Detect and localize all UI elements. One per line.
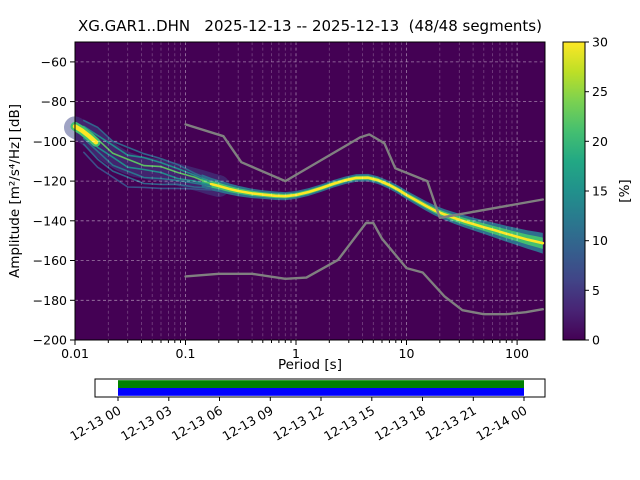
nhnm-curve [184,123,544,220]
psd-strand [83,125,212,183]
peterson-noise-model-curves [184,123,544,316]
colorbar-tick-label: 10 [592,233,608,248]
colorbar: 0 5 10 15 20 25 30 [%] [562,35,633,348]
x-tick-label: 100 [505,346,529,361]
psd-strand [83,143,212,189]
colorbar-tick-label: 0 [592,333,600,348]
timeline-coverage-bar [118,380,524,388]
y-axis-label: Amplitude [m²/s⁴/Hz] [dB] [7,104,23,278]
x-tick-label: 1 [292,346,300,361]
y-tick-label: −200 [33,333,67,348]
colorbar-tick-label: 15 [592,184,608,199]
timeline-span-bar [118,388,524,396]
colorbar-tick-label: 30 [592,35,608,50]
y-tick-label: −80 [41,94,67,109]
psd-strand [83,137,212,187]
nlnm-curve [184,221,544,316]
colorbar-label: [%] [617,179,633,202]
x-axis-ticks: 0.01 0.1 1 10 100 [61,340,529,361]
grid-lines [74,42,545,340]
main-plot: 0.01 0.1 1 10 100 −200 −180 −160 −140 −120 −100 −8… [7,41,546,373]
y-tick-label: −180 [33,293,67,308]
x-axis-label: Period [s] [278,357,342,373]
psd-mode-ridge [209,176,545,245]
colorbar-tick-label: 5 [592,283,600,298]
psd-left-edge-core [72,124,99,145]
plot-frame [74,41,546,341]
plot-title: XG.GAR1..DHN 2025-12-13 -- 2025-12-13 (4… [78,17,542,35]
colorbar-tick-label: 25 [592,84,608,99]
colorbar-gradient [563,42,585,340]
y-axis-ticks: −200 −180 −160 −140 −120 −100 −80 −60 [33,54,75,348]
y-tick-label: −160 [33,253,67,268]
colorbar-ticks: 0 5 10 15 20 25 30 [585,35,608,348]
y-tick-label: −120 [33,174,67,189]
x-tick-label: 0.01 [61,346,89,361]
y-tick-label: −140 [33,213,67,228]
psd-strand [83,151,212,191]
y-tick-label: −100 [33,134,67,149]
psd-strand [83,119,212,181]
y-tick-label: −60 [41,54,67,69]
timeline-frame [94,378,546,398]
psd-probability-cloud [64,116,545,254]
x-tick-label: 10 [399,346,415,361]
x-tick-label: 0.1 [176,346,196,361]
psd-strand [83,133,212,186]
psd-band-mid [201,175,543,249]
psd-strand [83,129,212,185]
colorbar-tick-label: 20 [592,134,608,149]
